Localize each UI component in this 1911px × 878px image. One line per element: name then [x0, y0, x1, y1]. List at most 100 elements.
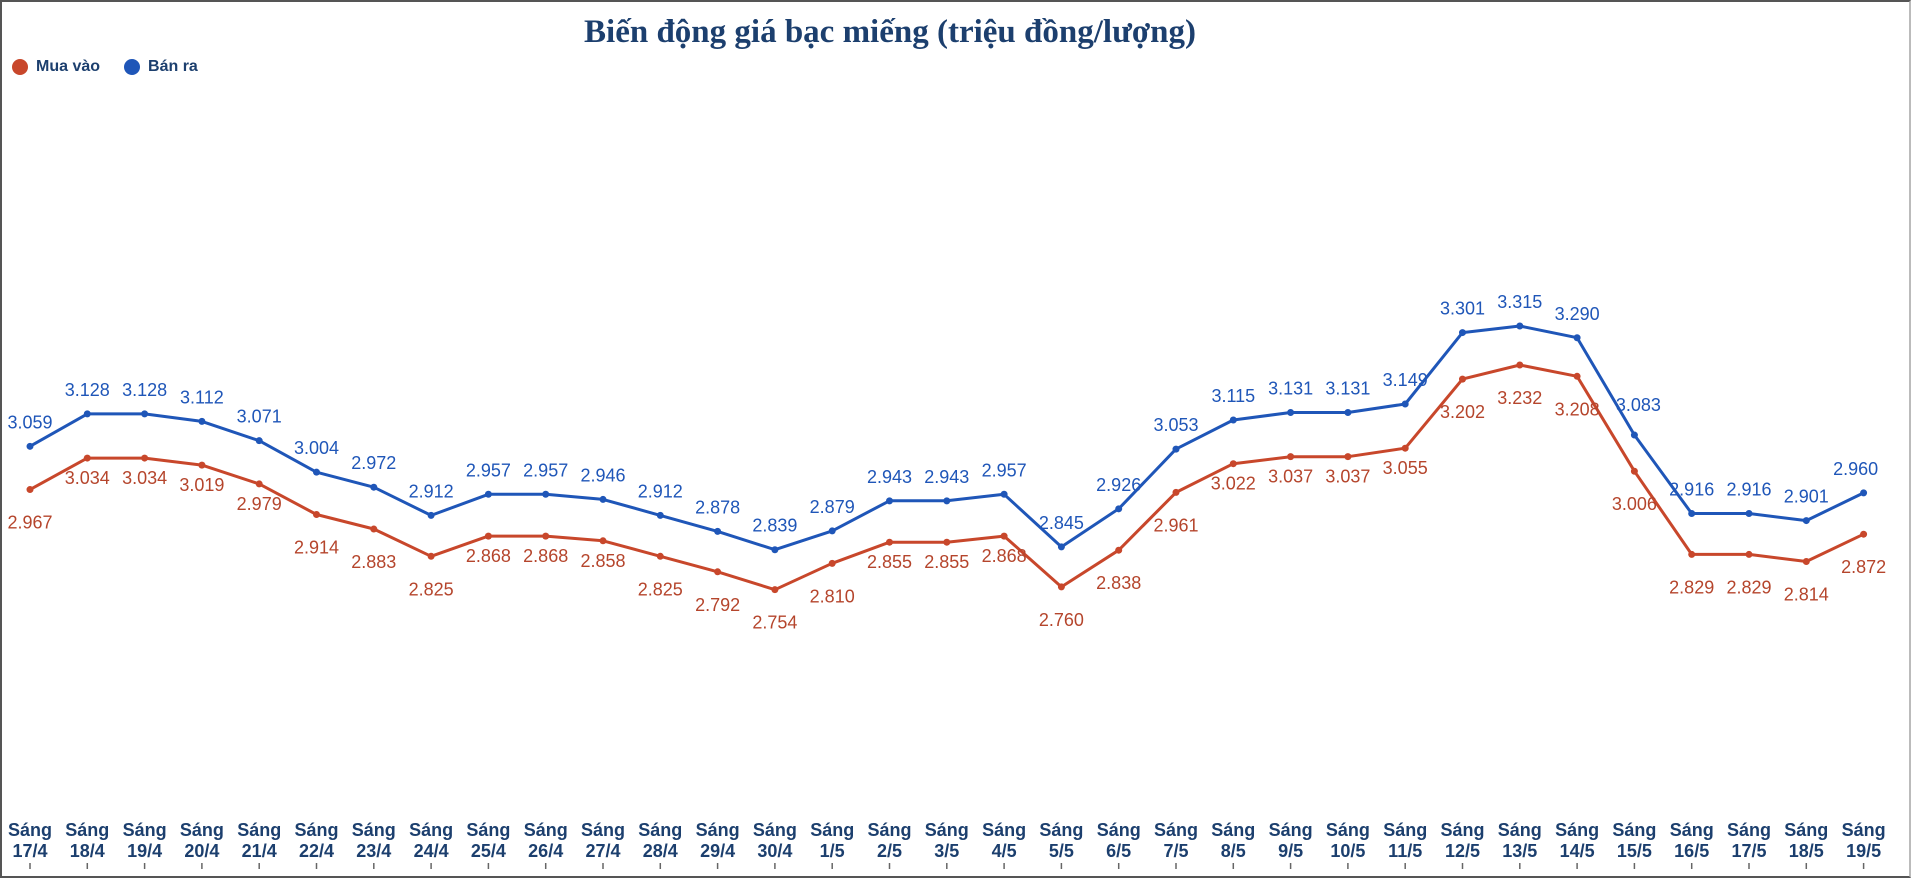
- data-point-buy: [1057, 583, 1065, 591]
- x-tick-label: Sáng: [1440, 820, 1484, 840]
- data-point-buy: [1630, 467, 1638, 475]
- x-tick-label: Sáng: [1097, 820, 1141, 840]
- data-label-buy: 2.838: [1096, 573, 1141, 593]
- x-tick-label: Sáng: [1784, 820, 1828, 840]
- data-label-buy: 3.019: [179, 475, 224, 495]
- x-tick-label: 16/5: [1674, 841, 1709, 861]
- x-tick-label: Sáng: [1154, 820, 1198, 840]
- x-tick-label: Sáng: [1555, 820, 1599, 840]
- data-point-buy: [1860, 530, 1868, 538]
- x-tick-label: 11/5: [1388, 841, 1422, 861]
- data-point-buy: [1802, 557, 1810, 565]
- data-point-sell: [1115, 505, 1123, 513]
- legend-label-buy: Mua vào: [36, 58, 101, 75]
- x-tick-label: 19/4: [127, 841, 162, 861]
- x-tick-label: 10/5: [1330, 841, 1365, 861]
- data-point-sell: [484, 490, 492, 498]
- x-tick-label: 24/4: [414, 841, 449, 861]
- data-label-sell: 2.912: [638, 481, 683, 501]
- data-label-sell: 2.957: [523, 460, 568, 480]
- data-label-buy: 3.034: [65, 468, 110, 488]
- data-point-buy: [542, 532, 550, 540]
- data-label-sell: 2.879: [810, 497, 855, 517]
- data-point-buy: [656, 552, 664, 560]
- x-tick-label: Sáng: [1612, 820, 1656, 840]
- x-tick-label: 1/5: [820, 841, 845, 861]
- data-point-sell: [141, 410, 149, 418]
- x-tick-label: 12/5: [1445, 841, 1480, 861]
- x-tick-label: Sáng: [753, 820, 797, 840]
- x-tick-label: Sáng: [524, 820, 568, 840]
- data-point-buy: [1459, 375, 1466, 383]
- data-label-buy: 2.760: [1039, 610, 1084, 630]
- data-label-buy: 2.868: [523, 546, 568, 566]
- x-tick-label: Sáng: [638, 820, 682, 840]
- x-tick-label: Sáng: [180, 820, 224, 840]
- data-point-sell: [1459, 329, 1466, 337]
- x-tick-label: Sáng: [1039, 820, 1083, 840]
- x-tick-label: Sáng: [1211, 820, 1255, 840]
- x-tick-label: 7/5: [1163, 841, 1188, 861]
- data-label-sell: 3.115: [1211, 386, 1255, 406]
- data-point-buy: [1688, 550, 1696, 558]
- legend-item-sell: Bán ra: [124, 58, 198, 76]
- data-label-buy: 2.914: [294, 537, 339, 557]
- data-point-sell: [1516, 322, 1524, 330]
- data-label-sell: 3.290: [1555, 304, 1600, 324]
- data-label-buy: 2.872: [1841, 557, 1886, 577]
- data-label-buy: 2.967: [7, 513, 52, 533]
- legend-item-buy: Mua vào: [12, 58, 100, 76]
- data-label-sell: 2.957: [982, 460, 1027, 480]
- data-point-sell: [370, 483, 378, 491]
- data-label-sell: 3.128: [65, 380, 110, 400]
- data-point-buy: [1516, 361, 1524, 369]
- data-label-sell: 2.943: [867, 467, 912, 487]
- data-point-buy: [1000, 532, 1008, 540]
- x-tick-label: 23/4: [356, 841, 391, 861]
- data-point-sell: [943, 497, 951, 505]
- data-point-sell: [1745, 510, 1753, 518]
- data-label-sell: 3.128: [122, 380, 167, 400]
- data-point-buy: [943, 538, 951, 546]
- data-label-buy: 2.814: [1784, 584, 1829, 604]
- data-point-sell: [1573, 334, 1581, 342]
- data-label-buy: 2.855: [924, 552, 969, 572]
- x-tick-label: Sáng: [1498, 820, 1542, 840]
- x-tick-label: Sáng: [1383, 820, 1427, 840]
- data-point-buy: [1401, 444, 1409, 452]
- data-label-sell: 2.926: [1096, 475, 1141, 495]
- data-point-sell: [1172, 445, 1180, 453]
- data-point-sell: [1802, 517, 1810, 525]
- x-tick-label: 8/5: [1221, 841, 1246, 861]
- data-label-sell: 3.131: [1325, 378, 1370, 398]
- x-tick-label: 13/5: [1502, 841, 1537, 861]
- data-point-sell: [1057, 543, 1065, 551]
- data-label-buy: 3.006: [1612, 494, 1657, 514]
- data-label-buy: 3.055: [1383, 458, 1428, 478]
- data-point-sell: [599, 495, 607, 503]
- data-label-sell: 2.912: [409, 481, 454, 501]
- data-label-buy: 2.858: [580, 551, 625, 571]
- data-label-sell: 3.315: [1497, 292, 1542, 312]
- chart-title: Biến động giá bạc miếng (triệu đồng/lượn…: [584, 14, 1196, 50]
- data-point-sell: [427, 511, 435, 519]
- data-label-sell: 3.112: [180, 387, 224, 407]
- data-point-buy: [1172, 488, 1180, 496]
- legend-dot-buy: [12, 59, 28, 75]
- x-tick-label: 27/4: [585, 841, 620, 861]
- data-label-buy: 2.792: [695, 595, 740, 615]
- x-tick-label: 15/5: [1617, 841, 1652, 861]
- data-label-sell: 2.916: [1726, 480, 1771, 500]
- x-tick-label: Sáng: [466, 820, 510, 840]
- data-label-sell: 3.301: [1440, 299, 1485, 319]
- data-label-buy: 3.232: [1497, 388, 1542, 408]
- data-point-buy: [1344, 453, 1352, 461]
- data-point-sell: [542, 490, 550, 498]
- x-tick-label: Sáng: [1727, 820, 1771, 840]
- data-label-sell: 2.957: [466, 460, 511, 480]
- x-tick-label: Sáng: [696, 820, 740, 840]
- data-point-buy: [1287, 453, 1295, 461]
- x-tick-label: 21/4: [242, 841, 277, 861]
- data-point-buy: [198, 461, 206, 469]
- x-tick-label: 22/4: [299, 841, 334, 861]
